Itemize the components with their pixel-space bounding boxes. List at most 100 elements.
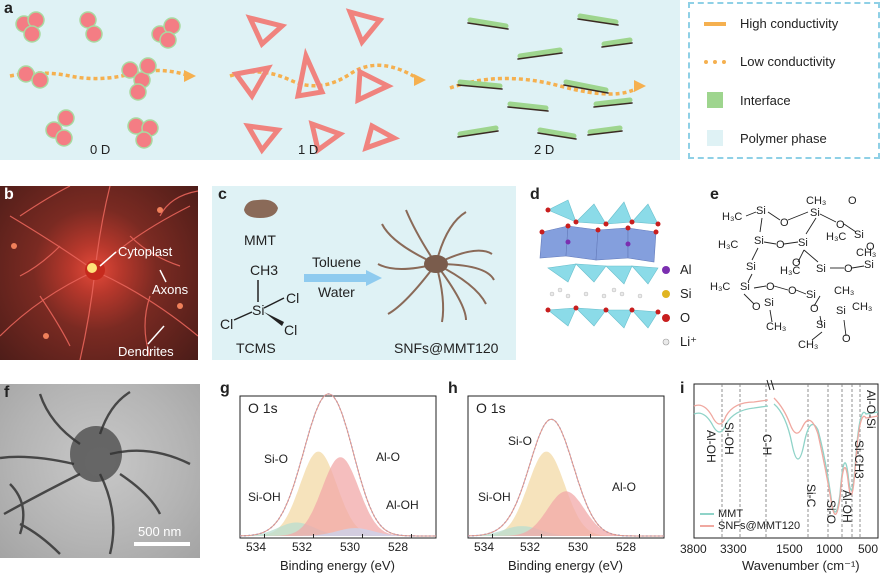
legend-snf: SNFs@MMT120 <box>700 520 800 532</box>
blue-square-swatch <box>707 130 723 146</box>
dim-label-0d: 0 D <box>90 142 111 157</box>
legend-label: Polymer phase <box>740 130 827 146</box>
svg-text:H₃C: H₃C <box>826 231 846 243</box>
panel-f-label: f <box>4 384 10 401</box>
svg-text:O: O <box>780 217 789 229</box>
panel-h-label: h <box>448 380 458 397</box>
svg-text:O: O <box>752 301 761 313</box>
i-xlabel: Wavenumber (cm⁻¹) <box>742 558 860 573</box>
chart-frame <box>239 395 437 539</box>
ftir-legend: MMT SNFs@MMT120 <box>700 508 800 532</box>
svg-text:H₃C: H₃C <box>780 265 800 277</box>
g-tick-534: 534 <box>246 540 267 554</box>
peak-si-oh <box>240 522 436 536</box>
svg-text:H₃C: H₃C <box>722 211 742 223</box>
svg-text:O: O <box>788 285 797 297</box>
svg-text:O: O <box>836 219 845 231</box>
legend-label: Low conductivity <box>740 54 836 69</box>
annotation-arrows <box>99 251 167 345</box>
g-tick-528: 528 <box>388 540 409 554</box>
i-tick-3800: 3800 <box>680 542 707 556</box>
legend-mmt: MMT <box>700 508 800 520</box>
tcms-ch3: CH3 <box>250 262 279 278</box>
svg-text:Si: Si <box>798 237 808 249</box>
svg-text:O: O <box>844 263 853 275</box>
panel-g-label: g <box>220 380 230 397</box>
annotation-dendrites: Dendrites <box>118 344 174 359</box>
h-peak-si-o: Si-O <box>508 434 532 448</box>
panel-b-neuron-image: b Cytoplast Axons Dendrites <box>0 186 198 360</box>
svg-text:CH₃: CH₃ <box>856 247 876 259</box>
panel-e-label: e <box>710 186 719 203</box>
legend-low-conductivity: Low conductivity <box>704 54 835 69</box>
svg-text:CH₃: CH₃ <box>798 339 818 351</box>
panel-f-tem-image: f 500 nm <box>0 384 200 558</box>
envelope-outline <box>239 393 436 537</box>
tcms-label: TCMS <box>236 340 276 356</box>
svg-text:Si: Si <box>816 263 826 275</box>
legend-snf-label: SNFs@MMT120 <box>718 520 801 532</box>
dim-label-1d: 1 D <box>298 142 319 157</box>
svg-text:O: O <box>766 281 775 293</box>
g-peak-al-oh: Al-OH <box>386 498 419 512</box>
path-2d <box>449 76 642 96</box>
zero-d-particles <box>15 11 181 149</box>
one-d-particles <box>231 8 401 155</box>
panel-h-title: O 1s <box>476 400 506 416</box>
band-c-h: C-H <box>760 434 774 456</box>
watermark: 大数跨境 <box>12 558 77 577</box>
svg-text:CH₃: CH₃ <box>852 301 872 313</box>
i-tick-1000: 1000 <box>816 542 843 556</box>
g-peak-si-oh: Si-OH <box>248 490 281 504</box>
tcms-cl-right: Cl <box>286 290 300 306</box>
legend-interface: Interface <box>704 92 791 108</box>
legend-label: Interface <box>740 92 791 108</box>
snf-mmt-structure <box>377 209 495 323</box>
scale-bar <box>134 542 190 546</box>
snf-swatch <box>700 525 714 527</box>
svg-text:Si: Si <box>746 261 756 273</box>
svg-text:CH₃: CH₃ <box>766 321 786 333</box>
mmt-particle-icon <box>244 199 278 218</box>
svg-text:Si: Si <box>810 207 820 219</box>
two-d-particles <box>457 13 633 140</box>
h-tick-532: 532 <box>520 540 541 554</box>
h-peak-al-o: Al-O <box>612 480 636 494</box>
i-tick-3300: 3300 <box>720 542 747 556</box>
band-al-oh-1: Al-OH <box>704 430 718 463</box>
green-square-swatch <box>707 92 723 108</box>
tcms-bonds <box>233 280 285 326</box>
svg-text:O: O <box>810 303 819 315</box>
svg-text:CH₃: CH₃ <box>806 195 826 207</box>
svg-text:O: O <box>792 257 801 269</box>
g-tick-530: 530 <box>340 540 361 554</box>
svg-text:H₃C: H₃C <box>710 281 730 293</box>
peak-al-o <box>468 491 664 536</box>
panel-a-legend: High conductivity Low conductivity Inter… <box>688 2 880 159</box>
panel-e-structure: e H₃C Si O CH₃ Si O O H₃C Si O Si H₃C Si O Si O Si O S… <box>704 186 886 360</box>
legend-li: Li⁺ <box>680 334 697 349</box>
svg-text:O: O <box>866 241 875 253</box>
h-tick-528: 528 <box>616 540 637 554</box>
ftir-chart <box>693 379 879 539</box>
legend-polymer-phase: Polymer phase <box>704 130 827 146</box>
legend-al: Al <box>680 262 692 277</box>
g-xlabel: Binding energy (eV) <box>280 558 395 573</box>
product-label: SNFs@MMT120 <box>394 340 499 356</box>
panel-g-title: O 1s <box>248 400 278 416</box>
panel-c-label: c <box>218 186 227 203</box>
band-al-oh-2: Al-OH <box>840 490 854 523</box>
g-peak-si-o: Si-O <box>264 452 288 466</box>
svg-text:Si: Si <box>836 305 846 317</box>
panel-d-structure: d <box>528 186 676 360</box>
h-xlabel: Binding energy (eV) <box>508 558 623 573</box>
dim-label-2d: 2 D <box>534 142 555 157</box>
svg-text:O: O <box>776 239 785 251</box>
scale-bar-label: 500 nm <box>138 524 182 539</box>
annotation-axons: Axons <box>152 282 189 297</box>
xps-chart-g <box>239 393 437 539</box>
svg-text:H₃C: H₃C <box>718 239 738 251</box>
h-tick-534: 534 <box>474 540 495 554</box>
panel-a-illustration <box>9 8 646 155</box>
tcms-cl-bottom: Cl <box>284 322 298 338</box>
